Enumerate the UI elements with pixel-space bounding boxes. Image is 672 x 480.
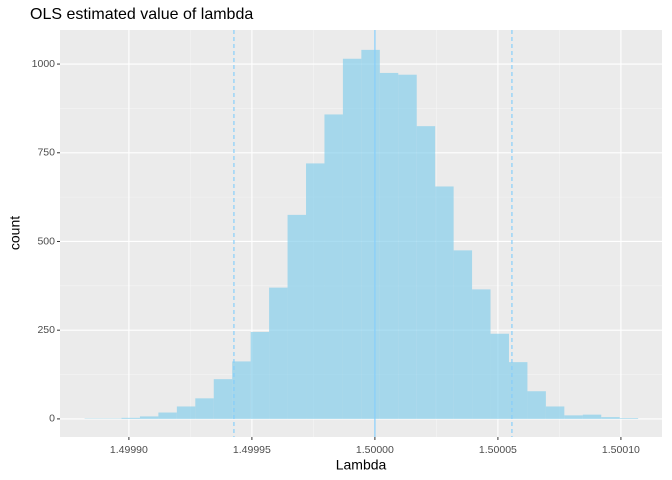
y-tick-label: 250 [37,324,55,336]
bar [582,414,602,419]
bar [195,398,214,419]
bar [342,58,362,419]
x-tick-label: 1.49995 [233,444,271,456]
bar [379,72,399,419]
bar [176,406,196,419]
bar [121,417,140,419]
chart-title: OLS estimated value of lambda [30,6,253,23]
bar [564,415,583,419]
bar [527,391,546,419]
y-axis-title: count [7,216,23,250]
bar [269,287,288,419]
y-tick-label: 750 [37,147,55,159]
y-tick-label: 1000 [32,58,56,70]
bar [213,379,233,419]
bar [453,250,473,419]
x-tick-label: 1.50005 [479,444,517,456]
bar [361,49,380,419]
bar [435,186,454,419]
bar [416,126,436,419]
bar [250,331,270,419]
bar [324,114,343,419]
bar [472,289,491,419]
bar [490,333,509,419]
y-tick-label: 500 [37,235,55,247]
bar [287,214,307,419]
bar [508,362,528,419]
y-tick-label: 0 [49,413,55,425]
x-axis-title: Lambda [336,457,387,473]
bar [139,416,159,419]
bar [619,418,639,419]
bar [398,74,417,419]
x-tick-label: 1.49990 [110,444,148,456]
bar [306,163,325,419]
x-tick-label: 1.50000 [356,444,394,456]
x-tick-label: 1.50010 [602,444,640,456]
bar [545,406,565,419]
bar [601,417,620,419]
bar [158,412,177,419]
bar [232,361,251,419]
